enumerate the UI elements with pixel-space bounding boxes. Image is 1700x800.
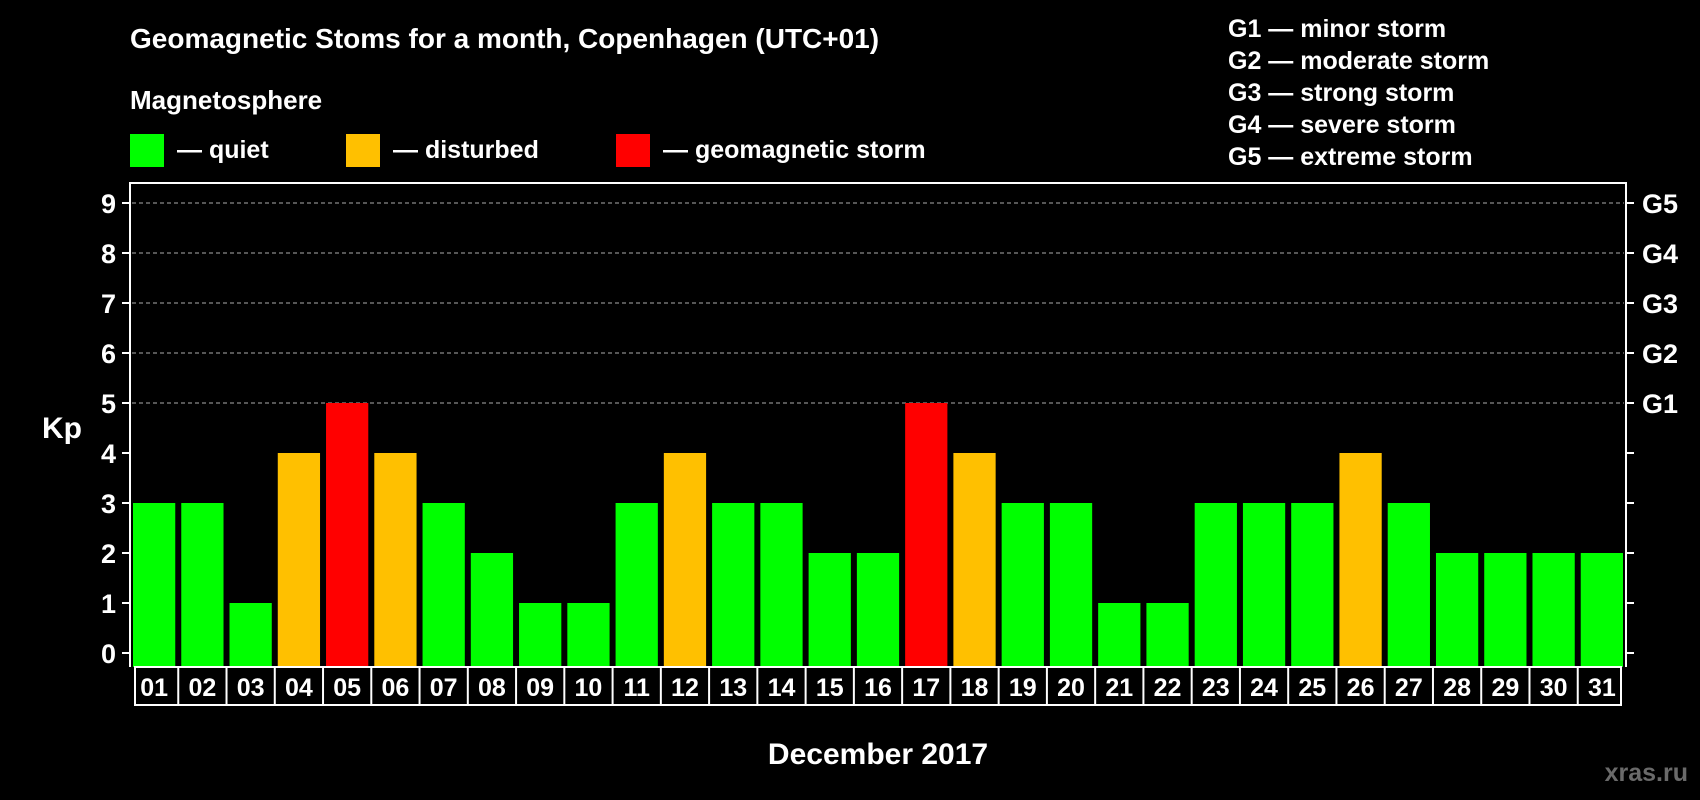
legend-swatch <box>346 134 380 167</box>
g-level-label: G1 <box>1642 389 1678 419</box>
bar-day-14 <box>760 503 803 667</box>
bar-day-30 <box>1532 553 1575 667</box>
x-tick-label: 12 <box>671 674 699 702</box>
bar-day-24 <box>1242 503 1286 667</box>
bar-day-25 <box>1291 503 1334 667</box>
y-tick-label: 5 <box>101 389 116 419</box>
g-level-label: G2 <box>1642 339 1678 369</box>
x-tick-label: 27 <box>1395 674 1423 702</box>
x-tick-label: 06 <box>382 674 410 702</box>
bar-day-26 <box>1339 453 1382 667</box>
x-tick-label: 04 <box>285 674 313 702</box>
bar-day-28 <box>1435 553 1479 667</box>
x-tick-label: 30 <box>1540 674 1568 702</box>
x-tick-label: 13 <box>719 674 747 702</box>
bar-day-03 <box>229 603 272 667</box>
storm-scale-entry: G3 — strong storm <box>1228 79 1454 107</box>
x-axis-box <box>134 666 1622 706</box>
bar-day-20 <box>1049 503 1093 667</box>
x-tick-label: 02 <box>188 674 216 702</box>
bar-day-12 <box>663 453 707 667</box>
storm-scale-entry: G5 — extreme storm <box>1228 143 1473 171</box>
x-tick-label: 22 <box>1154 674 1182 702</box>
bar-day-08 <box>470 553 514 667</box>
bar-day-27 <box>1387 503 1430 667</box>
storm-scale-entry: G2 — moderate storm <box>1228 47 1489 75</box>
x-tick-label: 29 <box>1491 674 1519 702</box>
x-tick-label: 28 <box>1443 674 1471 702</box>
bar-day-10 <box>567 603 610 667</box>
x-tick-label: 17 <box>912 674 940 702</box>
legend-swatch <box>130 134 164 167</box>
legend-subtitle: Magnetosphere <box>130 85 322 115</box>
x-tick-label: 05 <box>333 674 361 702</box>
bar-day-23 <box>1194 503 1237 667</box>
y-tick-label: 4 <box>101 439 116 469</box>
bar-day-21 <box>1098 603 1141 667</box>
bar-day-15 <box>808 553 851 667</box>
plot-frame <box>129 182 1627 667</box>
bar-day-04 <box>277 453 321 667</box>
g-level-label: G3 <box>1642 289 1678 319</box>
y-tick-label: 9 <box>101 189 116 219</box>
y-tick-label: 1 <box>101 589 116 619</box>
x-tick-label: 14 <box>768 674 796 702</box>
x-tick-label: 03 <box>237 674 265 702</box>
storm-scale-entry: G1 — minor storm <box>1228 15 1446 43</box>
bar-day-11 <box>615 503 658 667</box>
bar-day-18 <box>953 453 996 667</box>
bar-day-19 <box>1001 503 1044 667</box>
bar-day-05 <box>326 403 369 667</box>
x-tick-label: 19 <box>1009 674 1037 702</box>
x-tick-label: 26 <box>1347 674 1375 702</box>
y-tick-label: 6 <box>101 339 116 369</box>
bar-day-09 <box>519 603 562 667</box>
storm-scale-legend: G1 — minor storm G2 — moderate storm G3 — … <box>1228 15 1489 171</box>
bar-day-01 <box>133 503 176 667</box>
g-level-label: G4 <box>1642 239 1678 269</box>
y-tick-label: 2 <box>101 539 116 569</box>
g-level-label: G5 <box>1642 189 1678 219</box>
x-tick-label: 16 <box>864 674 892 702</box>
x-tick-label: 24 <box>1250 674 1278 702</box>
storm-scale-entry: G4 — severe storm <box>1228 111 1456 139</box>
bar-day-31 <box>1580 553 1623 667</box>
legend-swatch <box>616 134 650 167</box>
x-tick-label: 25 <box>1298 674 1326 702</box>
bar-day-13 <box>712 503 755 667</box>
bar-day-02 <box>181 503 224 667</box>
legend-label: — quiet <box>177 136 269 164</box>
x-tick-label: 15 <box>816 674 844 702</box>
x-tick-label: 18 <box>961 674 989 702</box>
chart-title: Geomagnetic Stoms for a month, Copenhage… <box>130 23 879 54</box>
y-tick-label: 0 <box>101 639 116 669</box>
x-tick-label: 23 <box>1202 674 1230 702</box>
y-tick-label: 7 <box>101 289 116 319</box>
legend-label: — disturbed <box>393 136 539 164</box>
x-tick-label: 10 <box>575 674 603 702</box>
x-tick-label: 01 <box>140 674 168 702</box>
x-tick-label: 31 <box>1588 674 1616 702</box>
bar-day-16 <box>856 553 900 667</box>
y-axis-label: Kp <box>42 412 82 445</box>
x-tick-label: 20 <box>1057 674 1085 702</box>
x-tick-label: 09 <box>526 674 554 702</box>
y-tick-label: 8 <box>101 239 116 269</box>
x-tick-label: 11 <box>623 674 650 702</box>
bar-day-29 <box>1484 553 1527 667</box>
bar-day-17 <box>905 403 948 667</box>
status-legend: — quiet — disturbed — geomagnetic storm <box>130 134 926 167</box>
bar-day-07 <box>422 503 465 667</box>
x-axis-label: December 2017 <box>768 738 988 771</box>
bar-day-22 <box>1146 603 1189 667</box>
y-tick-label: 3 <box>101 489 116 519</box>
bar-day-06 <box>374 453 417 667</box>
x-tick-label: 21 <box>1105 674 1133 702</box>
legend-label: — geomagnetic storm <box>663 136 926 164</box>
watermark: xras.ru <box>1605 759 1688 787</box>
x-tick-label: 07 <box>430 674 458 702</box>
x-tick-label: 08 <box>478 674 506 702</box>
